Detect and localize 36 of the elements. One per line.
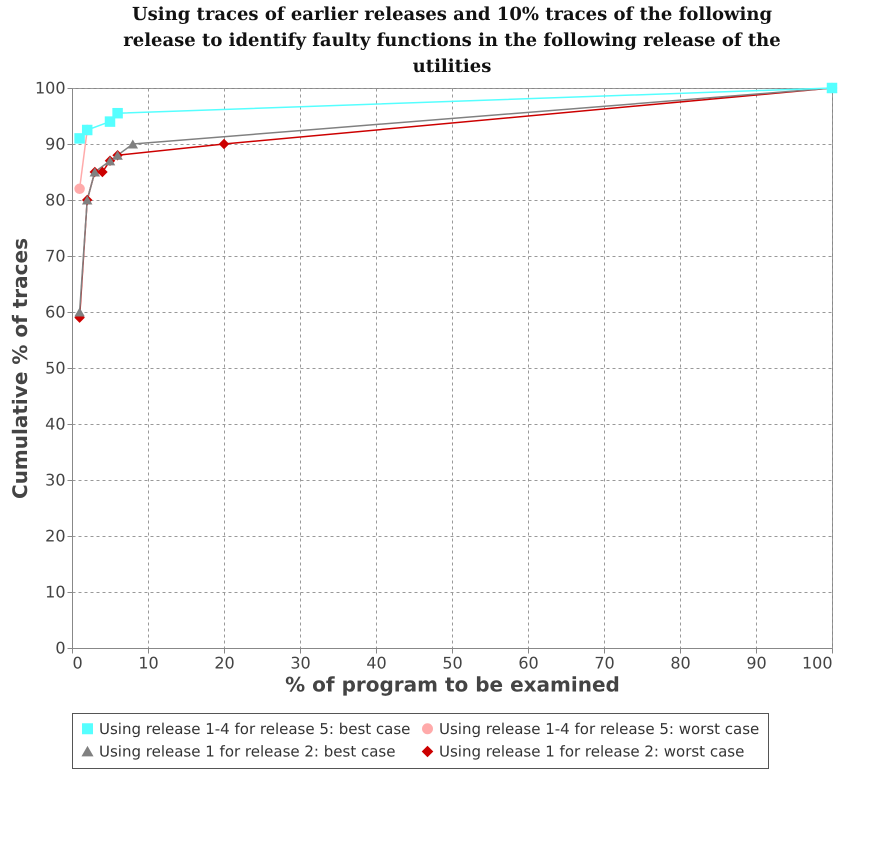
y-tick-label: 60 bbox=[45, 302, 66, 322]
point bbox=[128, 139, 138, 149]
point bbox=[218, 138, 230, 150]
x-axis-title: % of program to be examined bbox=[285, 672, 620, 696]
legend-label: Using release 1-4 for release 5: best case bbox=[99, 720, 410, 738]
x-tick-label: 0 bbox=[72, 654, 83, 672]
legend-label: Using release 1 for release 2: best case bbox=[99, 742, 396, 760]
x-tick-label: 20 bbox=[214, 654, 235, 672]
y-axis-title: Cumulative % of traces bbox=[8, 238, 32, 499]
y-tick-label: 90 bbox=[45, 134, 66, 154]
chart-title: Using traces of earlier releases and 10% traces of the following release to identify faulty functions in the following release of the utilities bbox=[123, 4, 781, 77]
point bbox=[74, 133, 85, 144]
y-tick-label: 10 bbox=[45, 582, 66, 602]
x-tick-label: 50 bbox=[442, 654, 463, 672]
x-tick-label: 90 bbox=[746, 654, 767, 672]
y-tick-label: 20 bbox=[45, 526, 66, 546]
x-tick-label: 80 bbox=[670, 654, 691, 672]
x-tick-label: 40 bbox=[366, 654, 387, 672]
legend-label: Using release 1 for release 2: worst case bbox=[439, 742, 744, 760]
y-tick-label: 30 bbox=[45, 470, 66, 490]
legend-label: Using release 1-4 for release 5: worst case bbox=[439, 720, 760, 738]
y-tick-label: 100 bbox=[34, 78, 66, 98]
point bbox=[74, 184, 85, 194]
y-tick-label: 40 bbox=[45, 414, 66, 434]
point bbox=[74, 307, 85, 317]
point bbox=[104, 116, 116, 127]
y-tick-label: 50 bbox=[45, 358, 66, 378]
x-tick-label: 70 bbox=[594, 654, 615, 672]
x-tick-label: 100 bbox=[802, 654, 832, 672]
x-tick-label: 10 bbox=[138, 654, 159, 672]
x-tick-label: 30 bbox=[290, 654, 311, 672]
y-tick-label: 80 bbox=[45, 190, 66, 210]
y-tick-label: 70 bbox=[45, 246, 66, 266]
y-tick-label: 0 bbox=[55, 638, 66, 658]
x-tick-label: 60 bbox=[518, 654, 539, 672]
point bbox=[112, 108, 123, 118]
